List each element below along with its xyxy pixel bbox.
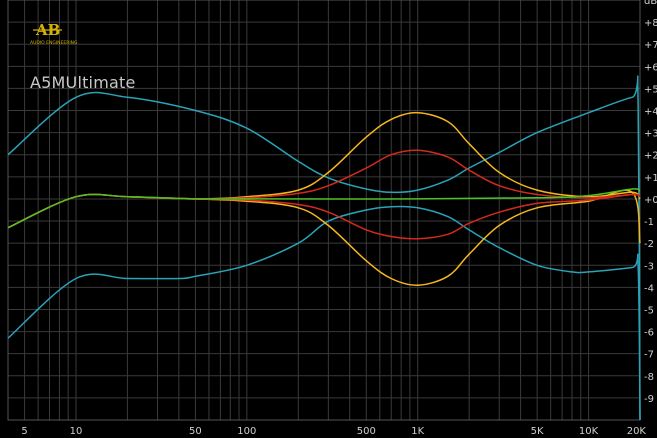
y-tick-label: +2 xyxy=(644,151,657,162)
y-tick-label: dB xyxy=(644,0,657,7)
x-tick-label: 1K xyxy=(411,426,424,437)
y-tick-label: -5 xyxy=(644,305,654,316)
x-tick-label: 500 xyxy=(357,426,376,437)
plugin-name: A5MUltimate xyxy=(30,73,136,92)
chart-series xyxy=(7,75,641,421)
y-tick-label: +3 xyxy=(644,129,657,140)
logo: AB AUDIO ENGINEERING xyxy=(28,18,98,48)
y-tick-label: -8 xyxy=(644,372,654,383)
x-tick-label: 100 xyxy=(237,426,256,437)
plot-frame xyxy=(7,0,641,421)
y-tick-label: -3 xyxy=(644,261,654,272)
x-tick-label: 5 xyxy=(21,426,27,437)
y-axis-labels: dB +8 +7 +6 +5 +4 +3 +2 +1 +0 -1 -2 -3 -4 -5 -6 -7 -8 -9 xyxy=(644,0,657,405)
y-tick-label: +0 xyxy=(644,195,657,206)
y-tick-label: -9 xyxy=(644,394,654,405)
y-tick-label: -2 xyxy=(644,239,654,250)
x-tick-label: 5K xyxy=(531,426,544,437)
y-tick-label: +4 xyxy=(644,107,657,118)
y-tick-label: -1 xyxy=(644,217,654,228)
series-line-2 xyxy=(7,205,641,421)
x-axis-labels: 5 10 50 100 500 1K 5K 10K 20K xyxy=(21,426,646,437)
series-line-7 xyxy=(7,188,641,229)
y-tick-label: +6 xyxy=(644,62,657,73)
x-tick-label: 10 xyxy=(70,426,83,437)
y-tick-label: +5 xyxy=(644,84,657,95)
logo-icon: AB AUDIO ENGINEERING xyxy=(30,21,78,46)
y-tick-label: +7 xyxy=(644,40,657,51)
y-tick-label: -7 xyxy=(644,350,654,361)
y-tick-label: -4 xyxy=(644,283,654,294)
y-tick-label: +8 xyxy=(644,18,657,29)
x-tick-label: 50 xyxy=(189,426,202,437)
x-tick-label: 10K xyxy=(579,426,599,437)
x-tick-label: 20K xyxy=(627,426,647,437)
y-tick-label: +1 xyxy=(644,173,657,184)
y-tick-label: -6 xyxy=(644,328,654,339)
series-line-1 xyxy=(7,75,641,421)
logo-subtitle: AUDIO ENGINEERING xyxy=(30,40,78,46)
